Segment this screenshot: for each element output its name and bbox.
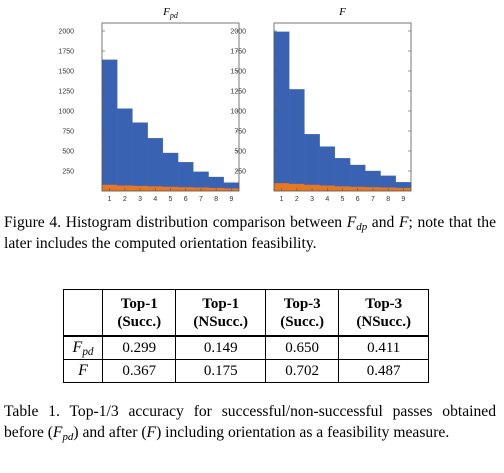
histogram-bar-blue [334,158,351,187]
table-cell: 0.367 [102,359,177,383]
y-tick-label: 1000 [230,109,246,116]
histogram-bar-blue [273,31,290,184]
x-tick-label: 1 [108,196,112,203]
x-tick-label: 5 [341,196,345,203]
y-tick-label: 1500 [58,69,74,76]
x-tick-label: 3 [310,196,314,203]
table-caption-text: Table 1. Top-1/3 accuracy for successful… [4,403,496,441]
figure-caption-math: F [398,214,409,231]
y-tick-label: 2000 [230,29,246,36]
table-cell: 0.702 [265,359,340,383]
histogram-bar-blue [365,170,381,188]
table-row: F 0.367 0.175 0.702 0.487 [62,359,429,383]
table-cell: 0.650 [265,335,340,360]
figure-caption-text: Figure 4. Histogram distribution compari… [4,214,347,231]
table-cell: 0.175 [175,359,267,383]
histogram-panel: F 250 500 750 1000 1250 1500 1750 2000 1 2 3 4 5 6 7 8 9 [230,6,412,203]
figure-caption-text: and [367,214,399,231]
table-cell: 0.411 [338,335,429,360]
x-tick-label: 4 [153,196,157,203]
table-header-row: Top-1 (Succ.) Top-1 (NSucc.) Top-3 (Succ.) … [62,289,429,337]
table-caption-math: F [146,424,157,441]
x-tick-label: 9 [401,196,405,203]
table-cell: 0.149 [175,335,267,360]
histogram-bar-blue [177,162,194,188]
y-tick-label: 1500 [230,69,246,76]
y-tick-label: 250 [62,169,74,176]
table-cell: 0.299 [102,335,177,360]
histogram-bar-blue [147,138,164,187]
y-tick-label: 500 [234,149,246,156]
y-tick-label: 2000 [58,29,74,36]
table-cell: 0.487 [338,359,429,383]
y-tick-label: 750 [62,129,74,136]
table-row-label: F [62,359,104,383]
y-tick-label: 500 [62,149,74,156]
histogram-bar-blue [117,108,133,186]
x-tick-label: 2 [123,196,127,203]
table-header-cell: Top-1 (Succ.) [102,289,177,337]
histogram-bar-blue [319,146,336,186]
table-header-cell: Top-3 (NSucc.) [338,289,429,337]
table-caption-text: ) including orientation as a feasibility… [156,424,450,441]
histogram-bar-blue [395,182,412,188]
histogram-bar-blue [380,175,396,188]
histogram-panel: Fpd 250 500 750 1000 1250 1500 1750 2000 1 2 3 4 5 6 7 8… [58,6,240,203]
y-tick-label: 1750 [230,49,246,56]
x-tick-label: 4 [325,196,329,203]
table-row-label: Fpd [62,335,104,360]
table-header-cell: Top-1 (NSucc.) [175,289,267,337]
x-tick-label: 6 [184,196,188,203]
results-table: Top-1 (Succ.) Top-1 (NSucc.) Top-3 (Succ.) … [62,289,429,383]
histogram-bar-blue [101,59,118,185]
chart-title: F [338,6,346,18]
figure-caption: Figure 4. Histogram distribution compari… [4,212,496,254]
x-tick-label: 6 [356,196,360,203]
table-corner-cell [62,289,104,337]
figure-caption-text: ; note that the later includes the compu… [4,214,497,252]
x-tick-label: 1 [280,196,284,203]
x-tick-label: 2 [295,196,299,203]
histogram-bar-blue [162,152,179,187]
histogram-bar-blue [304,134,320,185]
y-tick-label: 750 [234,129,246,136]
histogram-bar-blue [193,171,209,188]
table-caption-math: Fpd [52,424,74,443]
x-tick-label: 8 [386,196,390,203]
histogram-bar-blue [349,164,366,187]
table-caption: Table 1. Top-1/3 accuracy for successful… [4,401,496,443]
y-tick-label: 1000 [58,109,74,116]
histogram-bar-blue [289,89,305,184]
y-tick-label: 1250 [58,89,74,96]
x-tick-label: 5 [169,196,173,203]
y-tick-label: 1750 [58,49,74,56]
chart-title: Fpd [162,6,179,20]
histogram-bar-blue [208,176,224,188]
x-tick-label: 8 [214,196,218,203]
table-header-cell: Top-3 (Succ.) [265,289,340,337]
x-tick-label: 3 [138,196,142,203]
histogram-bar-blue [132,122,148,186]
x-tick-label: 7 [199,196,203,203]
table-row: Fpd 0.299 0.149 0.650 0.411 [62,335,429,360]
y-tick-label: 250 [234,169,246,176]
y-tick-label: 1250 [230,89,246,96]
table-caption-text: ) and after ( [73,424,147,441]
x-tick-label: 7 [371,196,375,203]
histogram-bar-blue [223,182,240,189]
x-tick-label: 9 [229,196,233,203]
figure-caption-math: Fdp [346,214,368,233]
